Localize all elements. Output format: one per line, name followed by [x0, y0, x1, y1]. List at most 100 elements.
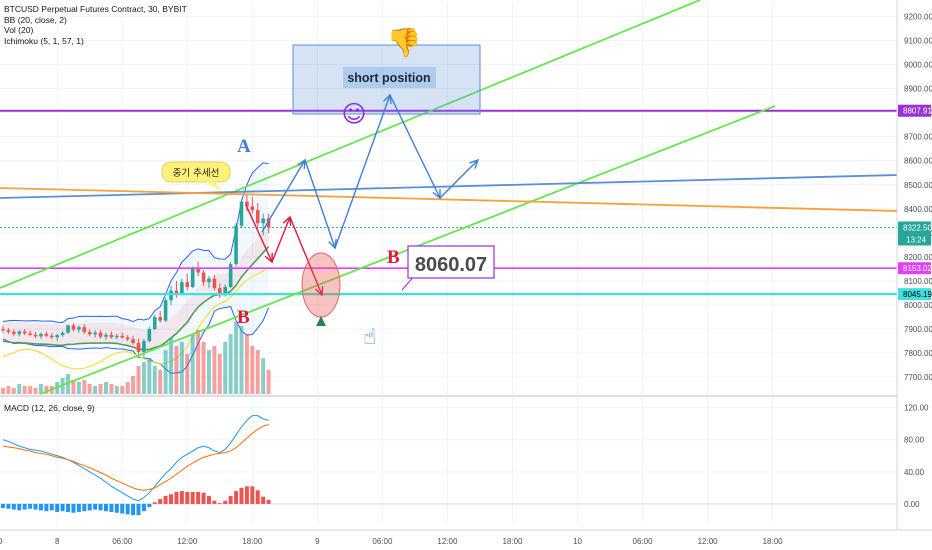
vol-legend[interactable]: Vol (20): [4, 25, 34, 35]
volume-bar: [261, 358, 266, 394]
price-tag-top-bg: [898, 104, 931, 117]
candle-body: [49, 335, 54, 338]
y-tick-label: 8000.00: [904, 301, 932, 310]
volume-bar: [136, 366, 141, 394]
macd-histogram-bar: [201, 492, 206, 504]
bollinger-upper: [2, 162, 269, 323]
macd-histogram-bar: [179, 491, 184, 504]
candle-body: [66, 325, 70, 333]
projection-arrow-segment: [304, 159, 336, 249]
macd-histogram-bar: [33, 503, 38, 510]
volume-bar: [82, 380, 87, 394]
ichimoku-legend[interactable]: Ichimoku (5, 1, 57, 1): [4, 35, 84, 46]
y-tick-label: 7800.00: [904, 349, 932, 358]
label-a: A: [237, 136, 251, 157]
price-callout-text: 8060.07: [415, 254, 487, 276]
candle-body: [180, 282, 184, 295]
price-tag-magenta: 8153.02: [903, 264, 932, 273]
volume-bar: [28, 386, 33, 394]
orange-trendline: [0, 187, 898, 212]
volume-bar: [190, 334, 195, 394]
macd-histogram-bar: [223, 500, 228, 504]
x-tick-label: 12:00: [698, 537, 719, 546]
thumbs-down-icon: 👎: [387, 26, 422, 59]
blue-trendline: [0, 174, 898, 199]
macd-histogram-bar: [76, 503, 81, 512]
macd-histogram-bar: [17, 503, 22, 511]
candle-body: [136, 343, 141, 352]
price-tag-cyan: 8045.19: [903, 290, 932, 299]
candle-body: [6, 330, 11, 332]
y-tick-label: 8100.00: [904, 277, 932, 286]
x-tick-label: 06:00: [372, 537, 393, 546]
pointing-hand-icon: ☝: [363, 325, 376, 350]
short-position-label-bg: [343, 67, 436, 88]
macd-histogram-bar: [196, 491, 201, 504]
macd-histogram-bar: [255, 490, 260, 504]
candle-body: [98, 332, 103, 337]
x-tick-label: 9: [315, 537, 320, 546]
macd-histogram-bar: [244, 486, 249, 504]
volume-bar: [223, 342, 228, 394]
macd-histogram-bar: [136, 503, 141, 516]
bb-legend[interactable]: BB (20, close, 2): [4, 14, 67, 25]
volume-bar: [125, 382, 130, 394]
ichimoku-cloud: [3, 226, 269, 350]
macd-histogram-bar: [158, 499, 163, 504]
volume-bar: [196, 330, 201, 394]
macd-histogram-bar: [38, 503, 43, 511]
last-price-tag-bg: [898, 221, 931, 246]
y-tick-label: 9200.00: [904, 12, 932, 21]
korean-note-bubble: [161, 161, 231, 183]
candle-body: [87, 331, 92, 335]
macd-histogram-bar: [131, 503, 136, 516]
macd-histogram-bar: [114, 503, 119, 513]
candle-body: [239, 201, 244, 226]
candle-body: [93, 332, 97, 335]
red-arrow-head: [314, 285, 324, 297]
candle-body: [174, 290, 179, 295]
candle-body: [120, 335, 125, 338]
macd-histogram-bar: [206, 495, 211, 504]
volume-bar: [17, 384, 22, 394]
symbol-title[interactable]: BTCUSD Perpetual Futures Contract, 30, B…: [4, 4, 187, 14]
red-arrow-segment: [271, 216, 291, 263]
volume-bar: [120, 386, 125, 394]
macd-histogram-bar: [125, 503, 130, 515]
y-tick-label: 9100.00: [904, 36, 932, 45]
macd-histogram-bar: [228, 495, 233, 504]
macd-histogram-bar: [239, 487, 244, 504]
volume-bar: [250, 346, 255, 394]
volume-bar: [87, 384, 92, 394]
x-tick-label: 18:00: [763, 537, 784, 546]
macd-histogram-bar: [234, 491, 239, 504]
macd-histogram-bar: [141, 503, 146, 512]
x-tick-label: 06:00: [112, 537, 133, 546]
candle-body: [147, 329, 152, 342]
y-tick-label: 8200.00: [904, 253, 932, 262]
macd-histogram-bar: [93, 503, 98, 510]
candle-body: [17, 331, 22, 334]
projection-arrow-segment: [439, 159, 479, 199]
y-tick-label: 8500.00: [904, 181, 932, 190]
volume-bar: [44, 386, 49, 394]
projection-arrow-segment: [389, 94, 441, 199]
candle-body: [39, 333, 43, 337]
macd-histogram-bar: [266, 499, 271, 504]
korean-note-tail: [205, 181, 222, 192]
y-tick-label: 8600.00: [904, 157, 932, 166]
macd-histogram-bar: [212, 500, 217, 504]
macd-histogram-bar: [103, 503, 108, 512]
projection-arrow-segment: [334, 94, 391, 249]
macd-histogram-bar: [22, 503, 27, 510]
volume-bar: [185, 354, 190, 394]
y-tick-label: 7700.00: [904, 373, 932, 382]
volume-bar: [114, 386, 119, 394]
volume-bar: [98, 384, 103, 394]
x-tick-label: 06:00: [633, 537, 654, 546]
candle-body: [201, 272, 206, 283]
macd-legend[interactable]: MACD (12, 26, close, 9): [4, 403, 95, 413]
candle-body: [169, 290, 173, 301]
